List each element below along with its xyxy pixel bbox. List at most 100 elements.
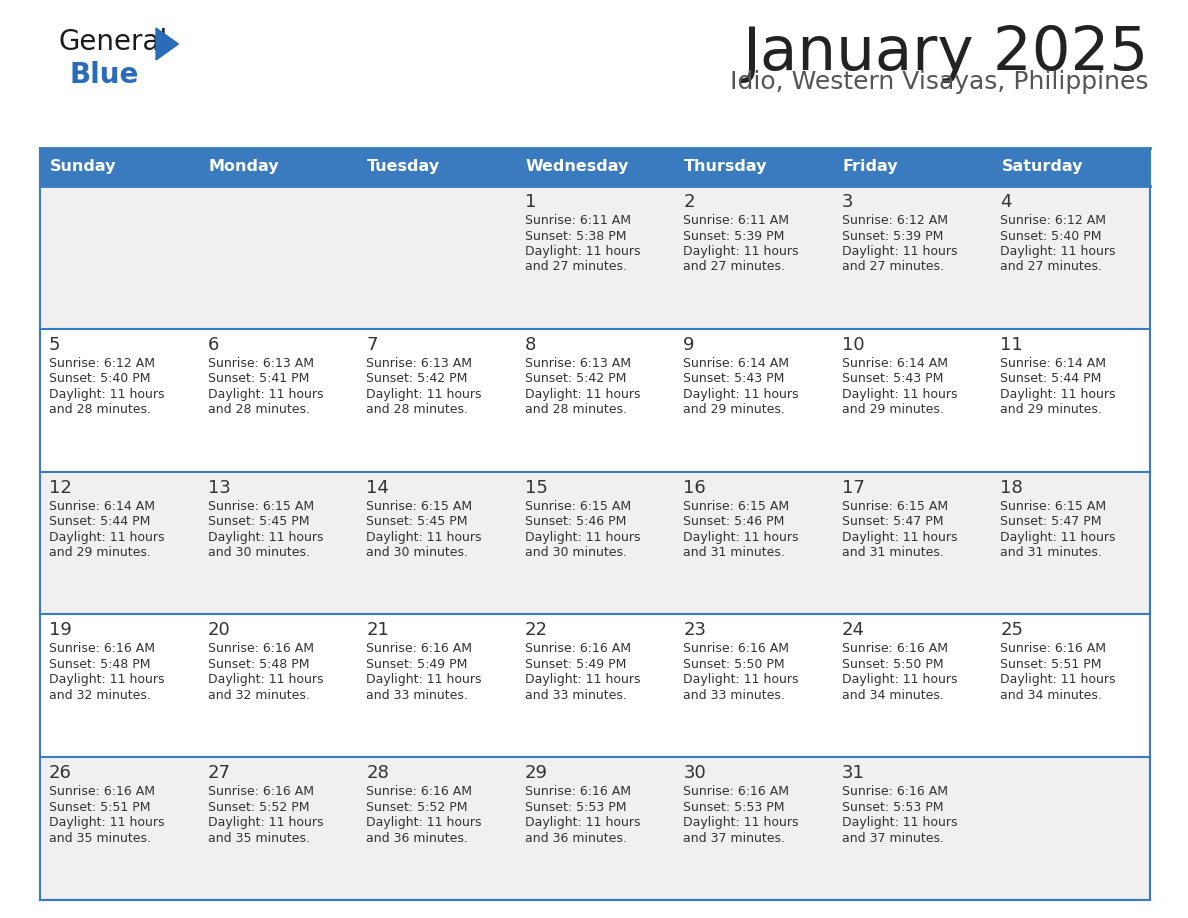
Text: Sunset: 5:39 PM: Sunset: 5:39 PM (842, 230, 943, 242)
Text: and 28 minutes.: and 28 minutes. (366, 403, 468, 416)
Text: and 28 minutes.: and 28 minutes. (208, 403, 310, 416)
Text: Daylight: 11 hours: Daylight: 11 hours (525, 674, 640, 687)
Text: Sunday: Sunday (50, 160, 116, 174)
Text: Daylight: 11 hours: Daylight: 11 hours (842, 531, 958, 543)
Text: Sunrise: 6:13 AM: Sunrise: 6:13 AM (208, 357, 314, 370)
Text: Tuesday: Tuesday (367, 160, 441, 174)
Text: 5: 5 (49, 336, 61, 353)
Text: Sunset: 5:39 PM: Sunset: 5:39 PM (683, 230, 784, 242)
Text: Sunrise: 6:16 AM: Sunrise: 6:16 AM (49, 785, 154, 798)
Text: Sunset: 5:52 PM: Sunset: 5:52 PM (366, 800, 468, 813)
Text: Sunrise: 6:16 AM: Sunrise: 6:16 AM (208, 785, 314, 798)
Text: 13: 13 (208, 478, 230, 497)
Text: Sunset: 5:44 PM: Sunset: 5:44 PM (49, 515, 151, 528)
Text: Sunrise: 6:14 AM: Sunrise: 6:14 AM (1000, 357, 1106, 370)
Text: Sunrise: 6:12 AM: Sunrise: 6:12 AM (1000, 214, 1106, 227)
Text: 26: 26 (49, 764, 72, 782)
Text: 18: 18 (1000, 478, 1023, 497)
Text: Sunrise: 6:14 AM: Sunrise: 6:14 AM (49, 499, 154, 512)
Text: and 33 minutes.: and 33 minutes. (683, 688, 785, 702)
Bar (516, 148, 675, 186)
Text: 4: 4 (1000, 193, 1012, 211)
Text: Sunrise: 6:13 AM: Sunrise: 6:13 AM (525, 357, 631, 370)
Text: Sunset: 5:47 PM: Sunset: 5:47 PM (1000, 515, 1102, 528)
Text: Daylight: 11 hours: Daylight: 11 hours (683, 387, 798, 401)
Text: Sunset: 5:51 PM: Sunset: 5:51 PM (1000, 658, 1102, 671)
Text: and 31 minutes.: and 31 minutes. (683, 546, 785, 559)
Text: Sunset: 5:50 PM: Sunset: 5:50 PM (683, 658, 785, 671)
Text: Blue: Blue (70, 61, 139, 89)
Text: 21: 21 (366, 621, 388, 640)
Text: Sunrise: 6:11 AM: Sunrise: 6:11 AM (525, 214, 631, 227)
Text: Sunset: 5:40 PM: Sunset: 5:40 PM (49, 373, 151, 386)
Text: 27: 27 (208, 764, 230, 782)
Bar (992, 614, 1150, 757)
Bar (40, 757, 198, 900)
Bar (833, 186, 992, 329)
Text: Daylight: 11 hours: Daylight: 11 hours (683, 245, 798, 258)
Text: 20: 20 (208, 621, 230, 640)
Text: January 2025: January 2025 (741, 24, 1148, 83)
Text: 7: 7 (366, 336, 378, 353)
Text: and 29 minutes.: and 29 minutes. (683, 403, 785, 416)
Text: 9: 9 (683, 336, 695, 353)
Text: Sunrise: 6:16 AM: Sunrise: 6:16 AM (683, 643, 789, 655)
Bar (40, 186, 198, 329)
Text: Sunset: 5:41 PM: Sunset: 5:41 PM (208, 373, 309, 386)
Text: 12: 12 (49, 478, 72, 497)
Bar (40, 148, 198, 186)
Bar (992, 472, 1150, 614)
Text: and 37 minutes.: and 37 minutes. (683, 832, 785, 845)
Text: 2: 2 (683, 193, 695, 211)
Text: and 34 minutes.: and 34 minutes. (1000, 688, 1102, 702)
Text: Sunset: 5:47 PM: Sunset: 5:47 PM (842, 515, 943, 528)
Text: 10: 10 (842, 336, 865, 353)
Text: and 30 minutes.: and 30 minutes. (525, 546, 627, 559)
Text: Daylight: 11 hours: Daylight: 11 hours (366, 816, 481, 829)
Text: Daylight: 11 hours: Daylight: 11 hours (525, 816, 640, 829)
Text: and 35 minutes.: and 35 minutes. (49, 832, 151, 845)
Text: Daylight: 11 hours: Daylight: 11 hours (366, 387, 481, 401)
Text: 22: 22 (525, 621, 548, 640)
Text: Sunrise: 6:16 AM: Sunrise: 6:16 AM (366, 785, 472, 798)
Text: 3: 3 (842, 193, 853, 211)
Bar (358, 757, 516, 900)
Text: Sunset: 5:49 PM: Sunset: 5:49 PM (366, 658, 468, 671)
Text: Daylight: 11 hours: Daylight: 11 hours (683, 674, 798, 687)
Text: and 37 minutes.: and 37 minutes. (842, 832, 943, 845)
Bar (358, 329, 516, 472)
Text: Sunrise: 6:14 AM: Sunrise: 6:14 AM (683, 357, 789, 370)
Text: and 33 minutes.: and 33 minutes. (366, 688, 468, 702)
Text: Daylight: 11 hours: Daylight: 11 hours (1000, 674, 1116, 687)
Bar (198, 186, 358, 329)
Bar (358, 472, 516, 614)
Bar (516, 329, 675, 472)
Text: and 30 minutes.: and 30 minutes. (208, 546, 310, 559)
Text: Thursday: Thursday (684, 160, 767, 174)
Bar (992, 757, 1150, 900)
Text: and 33 minutes.: and 33 minutes. (525, 688, 626, 702)
Bar (516, 472, 675, 614)
Bar (198, 148, 358, 186)
Bar (516, 186, 675, 329)
Bar (516, 757, 675, 900)
Text: Friday: Friday (842, 160, 898, 174)
Text: Daylight: 11 hours: Daylight: 11 hours (842, 245, 958, 258)
Text: 6: 6 (208, 336, 219, 353)
Text: and 29 minutes.: and 29 minutes. (842, 403, 943, 416)
Text: and 31 minutes.: and 31 minutes. (1000, 546, 1102, 559)
Text: Sunset: 5:53 PM: Sunset: 5:53 PM (683, 800, 785, 813)
Text: and 36 minutes.: and 36 minutes. (525, 832, 626, 845)
Text: Daylight: 11 hours: Daylight: 11 hours (49, 674, 164, 687)
Text: and 27 minutes.: and 27 minutes. (842, 261, 943, 274)
Text: Sunset: 5:50 PM: Sunset: 5:50 PM (842, 658, 943, 671)
Text: Daylight: 11 hours: Daylight: 11 hours (366, 674, 481, 687)
Text: Daylight: 11 hours: Daylight: 11 hours (525, 387, 640, 401)
Text: Sunset: 5:42 PM: Sunset: 5:42 PM (525, 373, 626, 386)
Text: 30: 30 (683, 764, 706, 782)
Text: 31: 31 (842, 764, 865, 782)
Bar (833, 757, 992, 900)
Text: Daylight: 11 hours: Daylight: 11 hours (366, 531, 481, 543)
Text: Daylight: 11 hours: Daylight: 11 hours (1000, 531, 1116, 543)
Text: 15: 15 (525, 478, 548, 497)
